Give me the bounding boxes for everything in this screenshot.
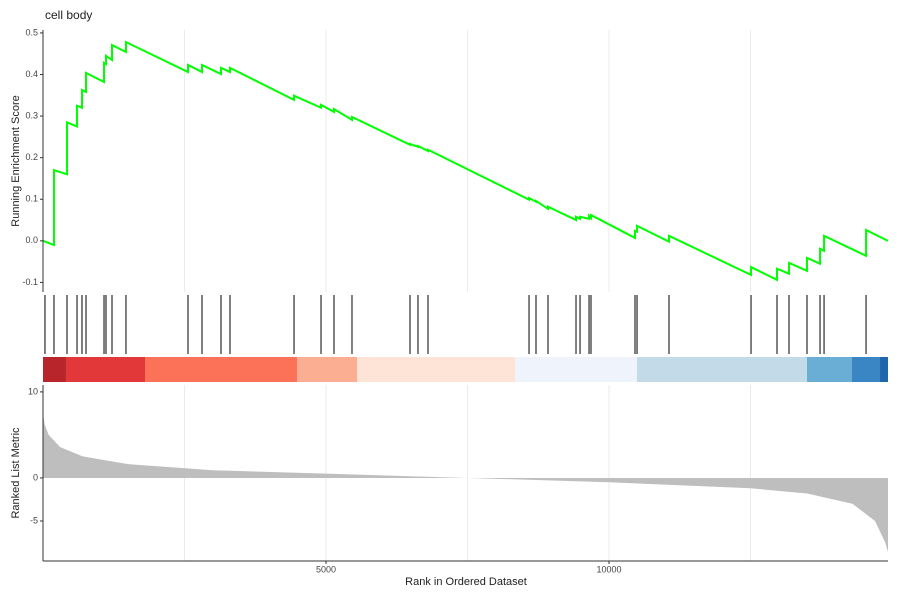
x-tick-label: 5000 [316,564,336,574]
y-tick-label: 0.2 [25,152,38,162]
x-tick-label: 10000 [596,564,621,574]
rank-band [880,357,888,382]
rank-band [65,357,145,382]
y-tick-label: -0.1 [22,277,38,287]
rank-band [807,357,853,382]
x-axis-label: Rank in Ordered Dataset [405,576,527,588]
y-tick-label: 0 [33,472,38,482]
y-tick-label: -5 [30,515,38,525]
metric-area [43,413,888,552]
y-tick-label: 0.0 [25,235,38,245]
rank-band [514,357,638,382]
rank-band [637,357,808,382]
y-tick-label: 0.5 [25,27,38,37]
rank-band [144,357,298,382]
rank-band [297,357,358,382]
y-axis-label: Running Enrichment Score [10,95,22,226]
y-tick-label: 0.1 [25,194,38,204]
enrichment-line [42,40,889,282]
y-tick-label: 0.3 [25,110,38,120]
chart-title: cell body [45,8,92,22]
rank-band [852,357,881,382]
y-tick-label: 0.4 [25,69,38,79]
y-axis-label: Ranked List Metric [10,427,22,519]
y-tick-label: 10 [28,386,38,396]
rank-band [43,357,66,382]
rank-band [357,357,515,382]
